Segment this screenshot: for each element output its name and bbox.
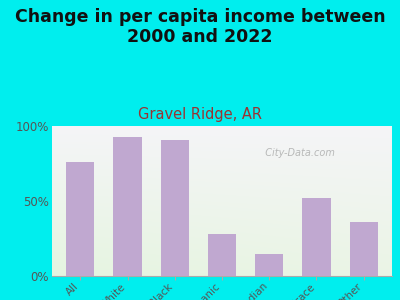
Text: Gravel Ridge, AR: Gravel Ridge, AR xyxy=(138,106,262,122)
Text: Change in per capita income between
2000 and 2022: Change in per capita income between 2000… xyxy=(15,8,385,46)
Bar xyxy=(350,222,378,276)
Bar xyxy=(113,136,142,276)
Bar xyxy=(302,198,331,276)
Bar xyxy=(255,254,283,276)
Bar xyxy=(208,234,236,276)
Text: City-Data.com: City-Data.com xyxy=(259,148,335,158)
Bar xyxy=(66,162,94,276)
Bar xyxy=(161,140,189,276)
